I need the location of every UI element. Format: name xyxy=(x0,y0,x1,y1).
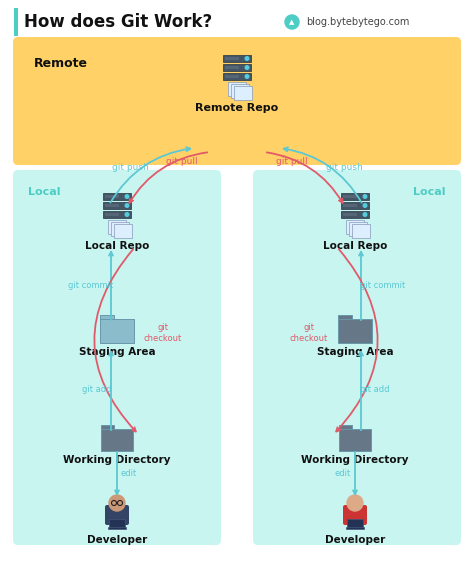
Bar xyxy=(109,519,125,528)
Bar xyxy=(108,527,126,529)
FancyBboxPatch shape xyxy=(13,37,461,165)
Bar xyxy=(225,57,239,60)
Circle shape xyxy=(109,495,125,511)
Bar xyxy=(100,319,134,343)
Bar xyxy=(338,315,352,320)
Bar xyxy=(343,195,357,198)
Text: edit: edit xyxy=(121,470,137,478)
Text: git
checkout: git checkout xyxy=(290,323,328,343)
Text: Remote Repo: Remote Repo xyxy=(195,103,279,113)
Circle shape xyxy=(245,75,249,78)
Circle shape xyxy=(363,195,367,198)
Text: git push: git push xyxy=(326,163,363,172)
Bar xyxy=(346,527,364,529)
Text: Local Repo: Local Repo xyxy=(323,241,387,251)
Bar xyxy=(103,202,131,209)
Text: Local: Local xyxy=(28,187,61,197)
FancyBboxPatch shape xyxy=(13,170,221,545)
Bar xyxy=(339,425,353,430)
Bar xyxy=(347,519,363,528)
Text: How does Git Work?: How does Git Work? xyxy=(24,13,212,31)
Bar xyxy=(341,211,369,218)
Text: edit: edit xyxy=(335,470,351,478)
Text: git
checkout: git checkout xyxy=(144,323,182,343)
Bar xyxy=(349,222,367,236)
Bar xyxy=(341,193,369,200)
Bar xyxy=(234,86,252,100)
Bar xyxy=(101,429,133,451)
Text: blog.bytebytego.com: blog.bytebytego.com xyxy=(306,17,410,27)
Bar xyxy=(105,204,119,207)
FancyBboxPatch shape xyxy=(343,505,367,525)
Bar xyxy=(101,425,114,430)
Text: Local Repo: Local Repo xyxy=(85,241,149,251)
Text: git commit: git commit xyxy=(68,281,114,289)
Circle shape xyxy=(125,204,129,208)
Bar xyxy=(14,8,18,36)
Circle shape xyxy=(245,57,249,60)
Bar xyxy=(108,220,126,234)
Circle shape xyxy=(347,495,363,511)
Text: git pull: git pull xyxy=(166,158,198,167)
Bar xyxy=(103,193,131,200)
Bar xyxy=(105,213,119,216)
Text: git commit: git commit xyxy=(360,281,406,289)
Text: Developer: Developer xyxy=(325,535,385,545)
Bar xyxy=(111,222,129,236)
Bar xyxy=(228,82,246,96)
Bar xyxy=(231,84,249,98)
Text: Working Directory: Working Directory xyxy=(63,455,171,465)
Circle shape xyxy=(363,204,367,208)
Text: ▲: ▲ xyxy=(289,19,295,25)
Text: Local: Local xyxy=(413,187,446,197)
Text: git pull: git pull xyxy=(276,158,308,167)
Circle shape xyxy=(245,66,249,70)
Circle shape xyxy=(125,195,129,198)
FancyBboxPatch shape xyxy=(105,505,129,525)
Bar xyxy=(114,224,132,238)
Bar xyxy=(225,75,239,78)
Bar xyxy=(338,319,372,343)
Bar xyxy=(105,195,119,198)
Text: Remote: Remote xyxy=(34,57,88,70)
Text: git push: git push xyxy=(111,163,148,172)
Text: Developer: Developer xyxy=(87,535,147,545)
Bar xyxy=(223,55,251,62)
Bar xyxy=(341,202,369,209)
FancyBboxPatch shape xyxy=(253,170,461,545)
Bar xyxy=(339,429,371,451)
Text: git add: git add xyxy=(82,385,112,394)
Bar xyxy=(225,66,239,69)
Bar xyxy=(343,204,357,207)
Bar xyxy=(100,315,114,320)
Text: git add: git add xyxy=(360,385,390,394)
Bar xyxy=(346,220,364,234)
Circle shape xyxy=(363,213,367,216)
Bar xyxy=(343,213,357,216)
Bar xyxy=(223,73,251,80)
Bar xyxy=(103,211,131,218)
Bar xyxy=(223,64,251,71)
Circle shape xyxy=(285,15,299,29)
Text: Staging Area: Staging Area xyxy=(79,347,155,357)
Circle shape xyxy=(125,213,129,216)
Bar xyxy=(352,224,370,238)
Text: Staging Area: Staging Area xyxy=(317,347,393,357)
Text: Working Directory: Working Directory xyxy=(301,455,409,465)
